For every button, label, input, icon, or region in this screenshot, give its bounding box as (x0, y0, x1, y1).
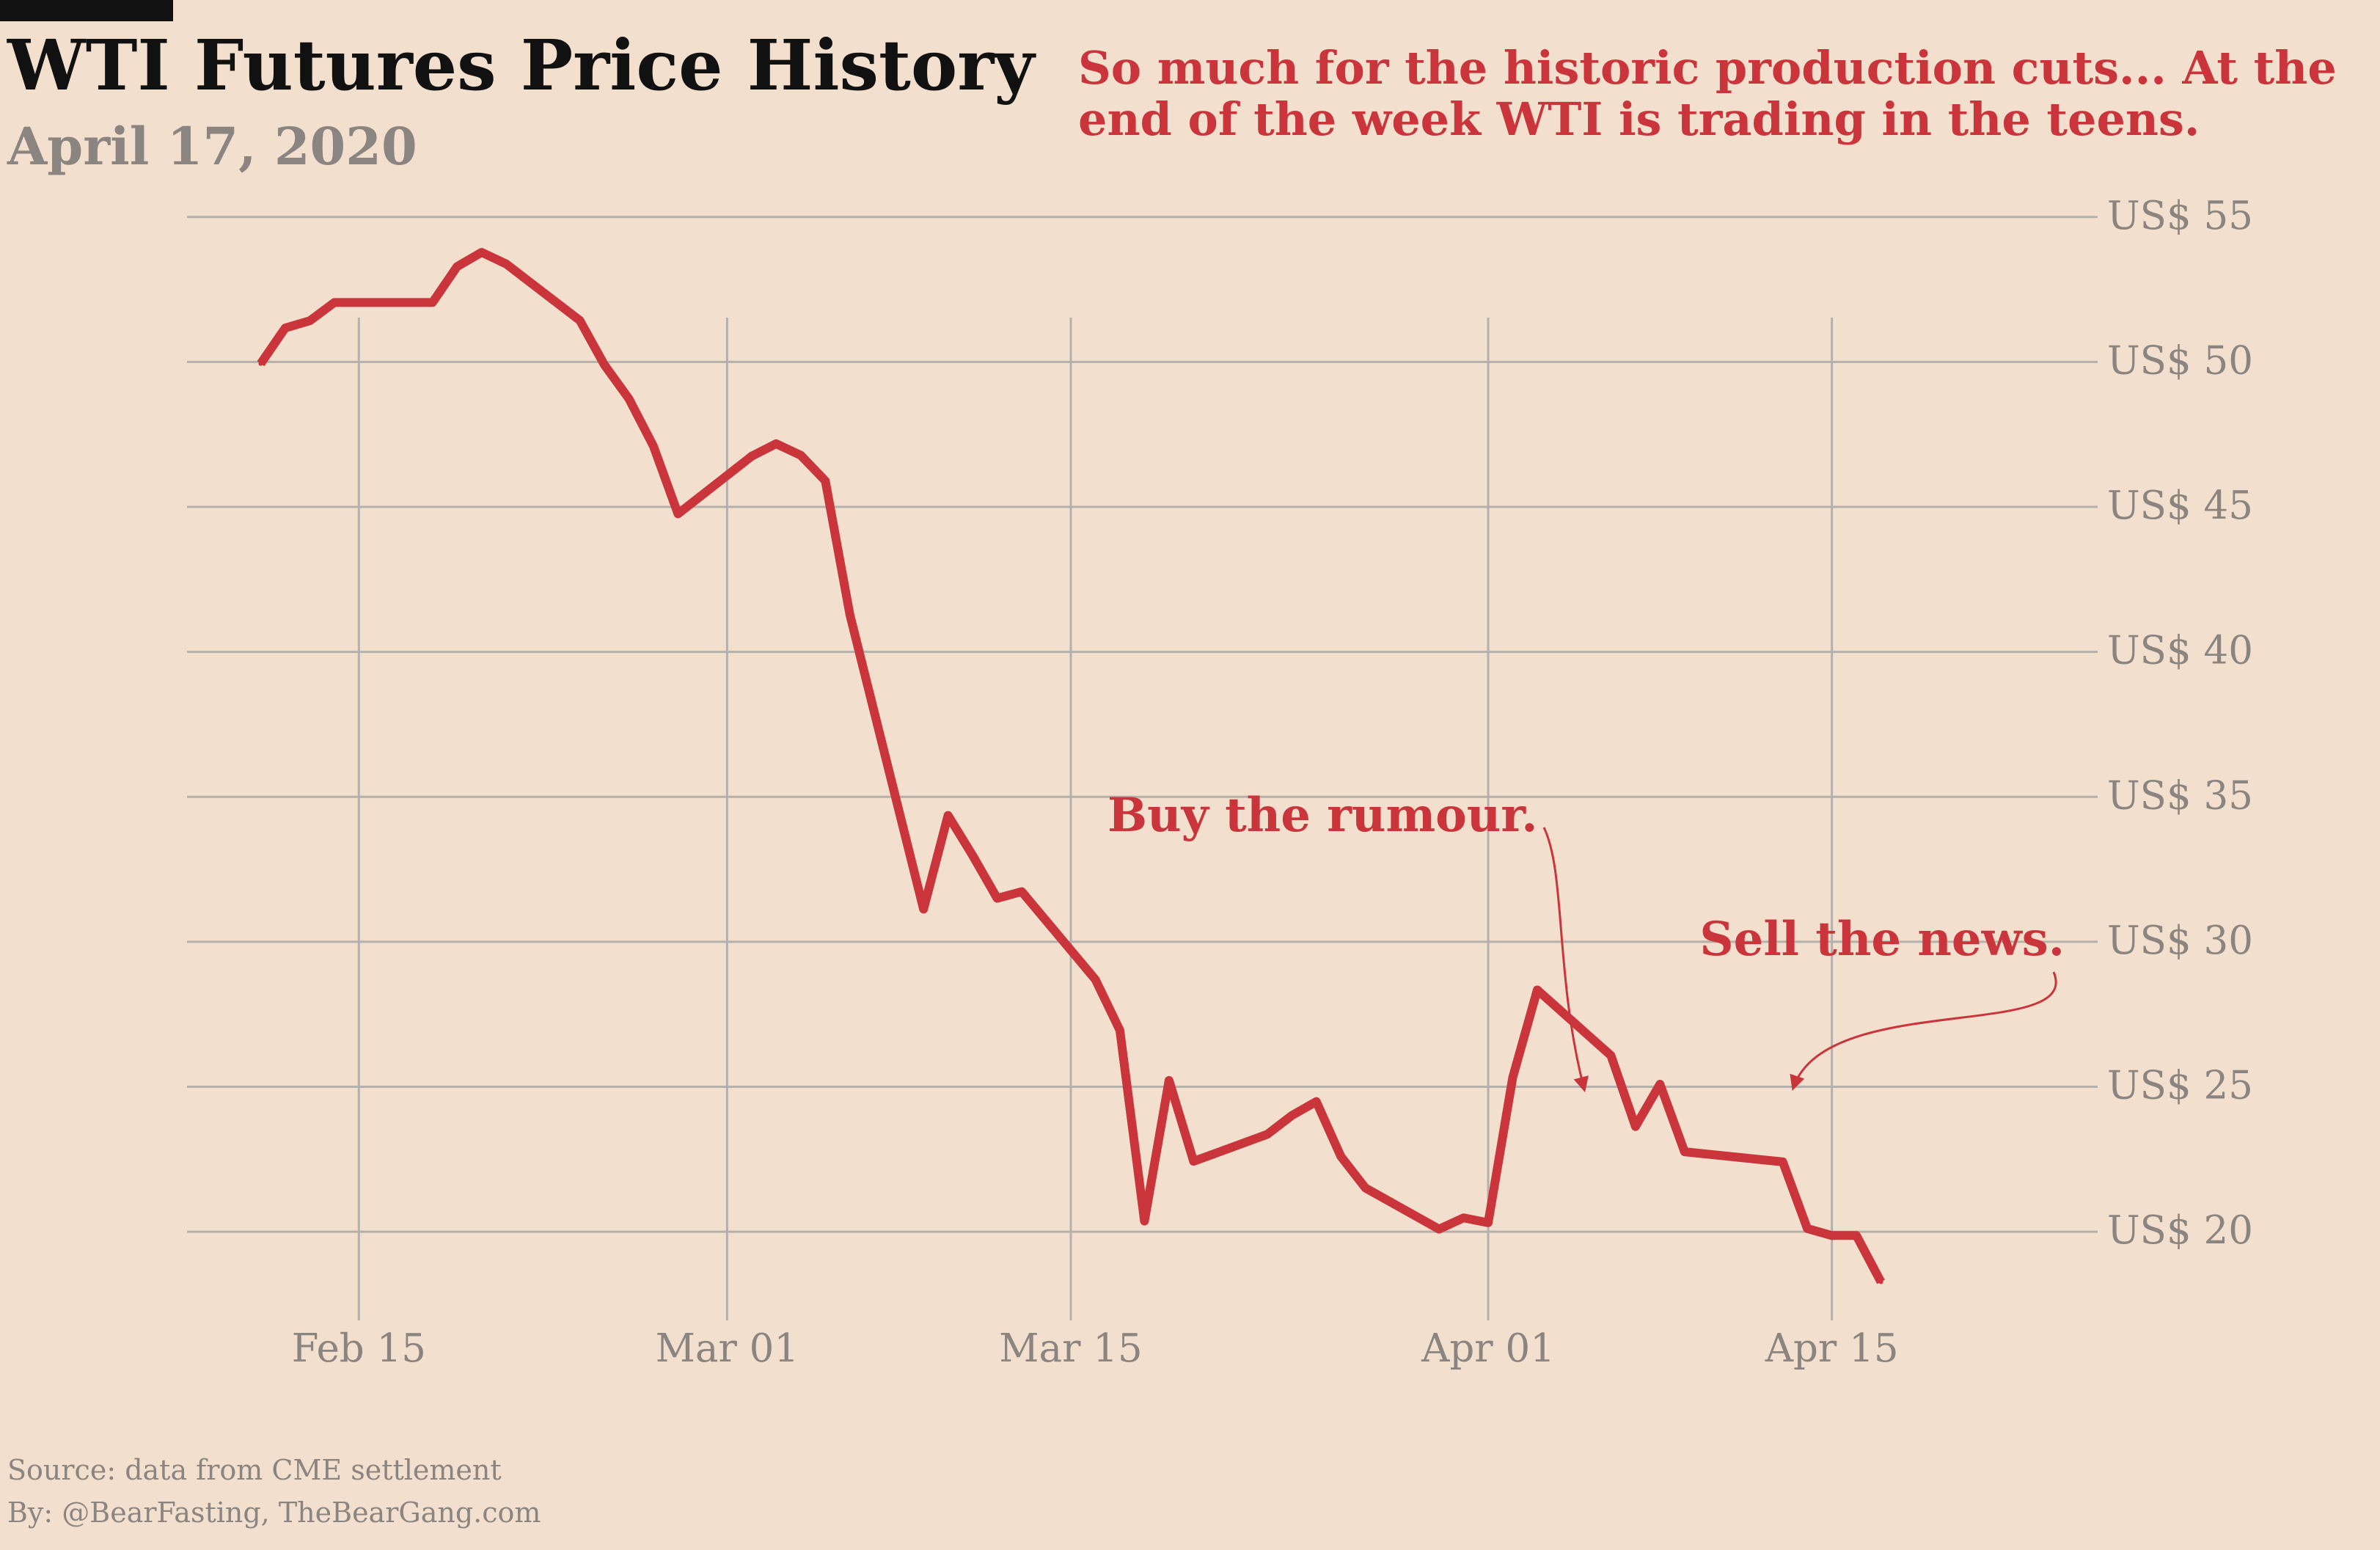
data-point (970, 853, 975, 858)
data-point (1486, 1220, 1491, 1225)
source-note: Source: data from CME settlement (7, 1454, 502, 1486)
data-point (626, 396, 631, 401)
data-point (282, 326, 288, 331)
data-point (430, 300, 435, 305)
data-point (921, 907, 926, 912)
annotation-arrow (1542, 827, 1589, 1093)
data-point (774, 441, 779, 446)
data-point (1633, 1124, 1638, 1129)
y-tick-label: US$ 30 (2107, 918, 2253, 963)
data-point (847, 613, 852, 618)
data-point (1166, 1078, 1171, 1083)
grid-lines (187, 216, 2098, 1320)
data-point (479, 249, 484, 255)
data-point (1339, 1154, 1344, 1159)
y-tick-label: US$ 20 (2107, 1208, 2253, 1253)
data-point (1878, 1279, 1883, 1284)
data-point (749, 453, 754, 458)
x-tick-label: Mar 01 (656, 1326, 799, 1371)
data-point (1437, 1227, 1442, 1232)
annotation-label: Sell the news. (1699, 912, 2065, 967)
annotation-label: Buy the rumour. (1107, 788, 1538, 843)
series-layer (257, 248, 1885, 1284)
y-tick-label: US$ 50 (2107, 338, 2253, 383)
x-tick-label: Feb 15 (292, 1326, 426, 1371)
data-point (1461, 1215, 1466, 1221)
data-point (1534, 987, 1539, 992)
data-point (1682, 1149, 1687, 1155)
top-accent-bar (0, 0, 173, 21)
data-point (504, 261, 509, 266)
data-point (602, 362, 607, 368)
data-point (577, 318, 582, 323)
x-tick-label: Mar 15 (999, 1326, 1143, 1371)
data-point (945, 813, 951, 818)
data-point (651, 444, 656, 449)
data-point (1019, 889, 1025, 894)
data-point (1829, 1233, 1834, 1238)
y-tick-label: US$ 35 (2107, 773, 2253, 818)
data-point (1093, 977, 1098, 982)
data-point (1658, 1081, 1663, 1086)
y-axis-ticks: US$ 20 US$ 25 US$ 30 US$ 35 US$ 40 US$ 45 US$ … (2107, 194, 2253, 1253)
headline-annotation: So much for the historic production cuts… (1078, 41, 2337, 146)
data-point (1191, 1159, 1196, 1164)
data-point (1314, 1099, 1319, 1104)
y-tick-label: US$ 55 (2107, 194, 2253, 238)
data-point (1510, 1075, 1515, 1080)
data-point (1264, 1132, 1270, 1137)
data-point (455, 264, 460, 269)
byline: By: @BearFasting, TheBearGang.com (7, 1496, 541, 1529)
data-point (1780, 1159, 1785, 1164)
page-subtitle-date: April 17, 2020 (7, 116, 417, 177)
data-point (1805, 1226, 1810, 1231)
annotation-arrow (1790, 971, 2057, 1091)
data-point (1608, 1053, 1614, 1058)
data-point (995, 896, 1000, 901)
data-point (258, 361, 263, 366)
page-title: WTI Futures Price History (7, 25, 1035, 106)
x-axis-ticks: Feb 15 Mar 01 Mar 15 Apr 01 Apr 15 (292, 1326, 1899, 1371)
y-tick-label: US$ 45 (2107, 483, 2253, 528)
data-point (1854, 1233, 1859, 1238)
data-point (1363, 1185, 1368, 1191)
y-tick-label: US$ 25 (2107, 1064, 2253, 1108)
data-point (1289, 1113, 1295, 1118)
annotations: Buy the rumour. Sell the news. (1107, 788, 2065, 1093)
y-tick-label: US$ 40 (2107, 629, 2253, 673)
data-point (332, 300, 337, 305)
data-point (307, 318, 312, 323)
x-tick-label: Apr 01 (1421, 1326, 1555, 1371)
data-point (675, 511, 681, 516)
x-tick-label: Apr 15 (1765, 1326, 1899, 1371)
data-point (823, 478, 828, 483)
data-point (798, 453, 803, 458)
data-point (1142, 1218, 1147, 1224)
data-point (1117, 1028, 1122, 1033)
